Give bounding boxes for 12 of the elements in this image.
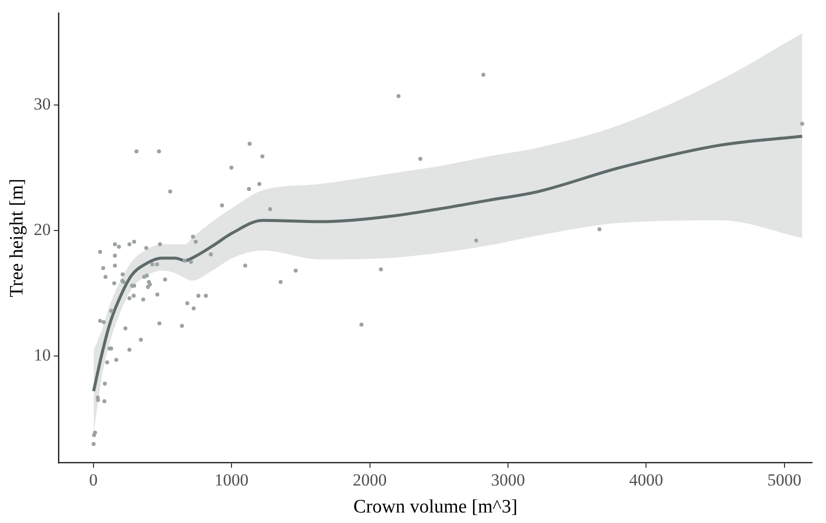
x-tick-label: 1000 bbox=[214, 470, 249, 490]
x-tick-label: 2000 bbox=[352, 470, 387, 490]
x-tick-label: 5000 bbox=[767, 470, 802, 490]
y-tick-label: 10 bbox=[34, 346, 51, 365]
x-tick-label: 4000 bbox=[629, 470, 664, 490]
y-tick-label: 30 bbox=[34, 94, 51, 114]
x-tick-label: 0 bbox=[89, 470, 98, 490]
x-tick-label: 3000 bbox=[490, 470, 525, 490]
y-axis-title: Tree height [m] bbox=[6, 178, 28, 298]
y-tick-label: 20 bbox=[34, 220, 51, 239]
x-axis-title: Crown volume [m^3] bbox=[353, 496, 518, 518]
line-series bbox=[92, 134, 804, 393]
